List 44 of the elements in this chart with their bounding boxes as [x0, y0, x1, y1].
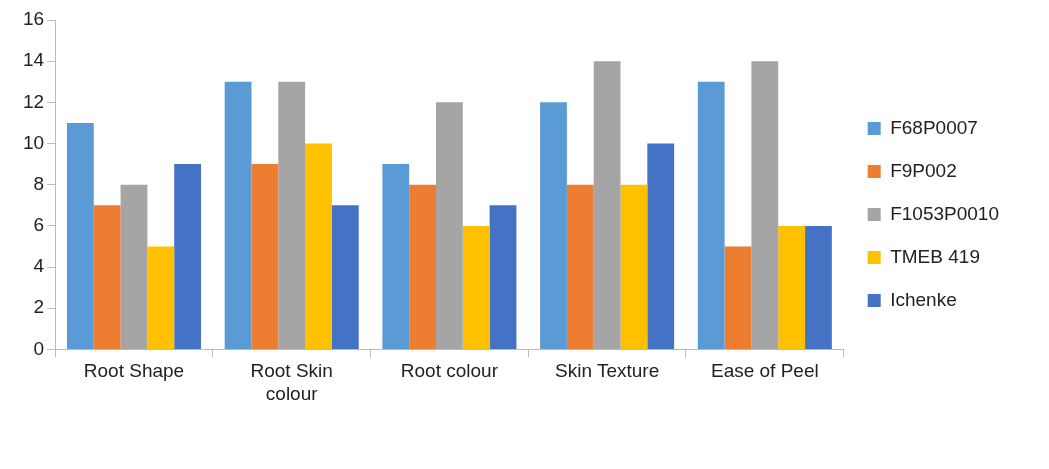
- bar: [566, 184, 594, 349]
- y-tick-label: 10: [22, 131, 45, 153]
- x-tick-label: Skin Texture: [555, 360, 660, 382]
- y-tick-label: 6: [33, 214, 45, 236]
- bar: [382, 164, 410, 349]
- y-tick-label: 16: [22, 8, 45, 30]
- legend-label: TMEB 419: [890, 245, 980, 267]
- bar: [724, 246, 752, 349]
- bar: [805, 225, 832, 349]
- bar: [278, 81, 306, 349]
- y-tick-label: 14: [22, 49, 45, 71]
- legend-label: F68P0007: [890, 116, 978, 138]
- bar: [174, 164, 202, 349]
- y-tick-label: 8: [33, 172, 45, 194]
- x-tick-label: Root Shape: [83, 360, 185, 382]
- bar: [409, 184, 437, 349]
- y-tick-label: 4: [33, 255, 45, 277]
- bar: [66, 122, 94, 349]
- bar: [93, 205, 121, 349]
- y-tick-label: 12: [22, 90, 45, 112]
- bar: [462, 225, 490, 349]
- legend-label: F1053P0010: [890, 202, 1000, 224]
- x-tick-label: Root Skin colour: [250, 360, 333, 404]
- bar: [593, 61, 621, 349]
- bar: [251, 164, 279, 349]
- bar: [647, 143, 675, 349]
- bar: [305, 143, 332, 349]
- bar: [147, 246, 175, 349]
- y-tick-label: 2: [33, 296, 45, 318]
- bar: [436, 102, 463, 349]
- bar: [331, 205, 359, 349]
- bar: [751, 61, 779, 349]
- bar: [778, 225, 806, 349]
- bar: [489, 205, 517, 349]
- legend-label: F9P002: [890, 159, 957, 181]
- bar: [697, 81, 725, 349]
- bar: [540, 102, 567, 349]
- bar: [120, 184, 148, 349]
- x-tick-label: Ease of Peel: [710, 360, 819, 382]
- legend-label: Ichenke: [890, 288, 957, 310]
- y-tick-label: 0: [33, 337, 45, 359]
- x-tick-label: Root colour: [400, 360, 499, 382]
- bar: [224, 81, 252, 349]
- bar: [620, 184, 648, 349]
